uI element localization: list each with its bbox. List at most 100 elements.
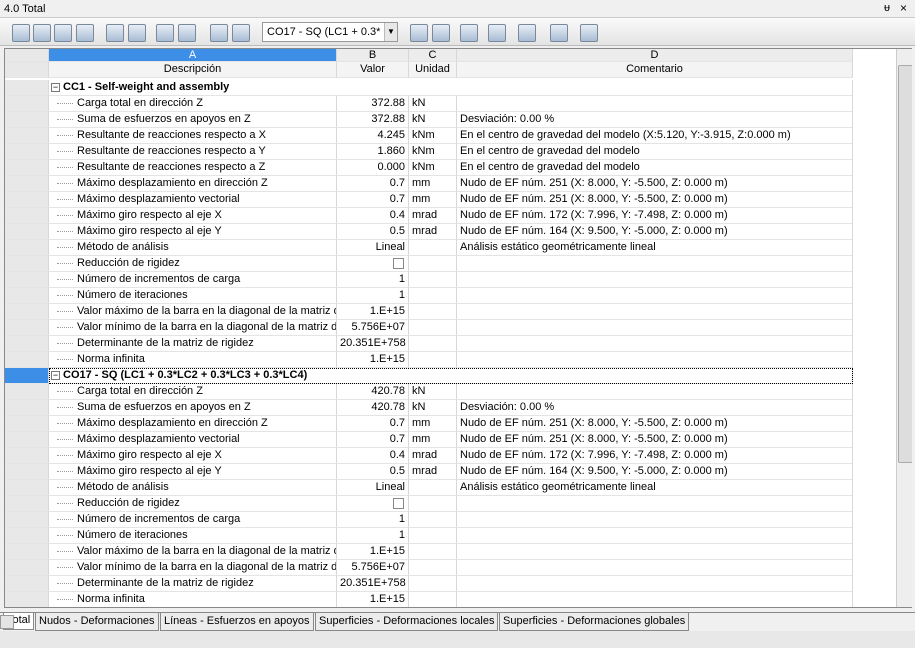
- checkbox[interactable]: [393, 498, 404, 509]
- description-cell: Máximo giro respecto al eje X: [49, 208, 337, 224]
- comment-cell: [457, 528, 853, 544]
- unit: mm: [412, 417, 431, 429]
- tree-line: [57, 151, 73, 152]
- value-cell: [337, 496, 409, 512]
- window-title: 4.0 Total: [4, 3, 46, 15]
- toolbar-button[interactable]: [106, 24, 124, 42]
- toolbar-button[interactable]: [232, 24, 250, 42]
- description-cell: Reducción de rigidez: [49, 496, 337, 512]
- tab-scroll-button[interactable]: [0, 615, 14, 629]
- value-cell: 1: [337, 528, 409, 544]
- pin-button[interactable]: ᵾ: [884, 2, 891, 14]
- tree-line: [57, 279, 73, 280]
- row-header: [5, 288, 49, 304]
- comment-cell: Nudo de EF núm. 251 (X: 8.000, Y: -5.500…: [457, 416, 853, 432]
- unit-cell: mrad: [409, 224, 457, 240]
- tab[interactable]: Nudos - Deformaciones: [35, 613, 159, 631]
- comment-cell: [457, 272, 853, 288]
- comment-cell: [457, 544, 853, 560]
- close-button[interactable]: ×: [900, 1, 908, 15]
- comment: Desviación: 0.00 %: [460, 113, 555, 125]
- row-header: [5, 560, 49, 576]
- row-header: [5, 208, 49, 224]
- description-cell: Resultante de reacciones respecto a Y: [49, 144, 337, 160]
- description: Determinante de la matriz de rigidez: [77, 337, 254, 349]
- group-row[interactable]: − CC1 - Self-weight and assembly: [49, 80, 853, 96]
- unit-cell: mrad: [409, 208, 457, 224]
- toolbar-button[interactable]: [518, 24, 536, 42]
- toolbar-button[interactable]: [178, 24, 196, 42]
- toolbar-button[interactable]: [488, 24, 506, 42]
- scrollbar[interactable]: [896, 49, 912, 607]
- unit-cell: [409, 352, 457, 368]
- tree-line: [57, 471, 73, 472]
- unit-cell: [409, 512, 457, 528]
- row-header: [5, 192, 49, 208]
- row-header: [5, 432, 49, 448]
- tab[interactable]: Líneas - Esfuerzos en apoyos: [160, 613, 314, 631]
- unit: kN: [412, 385, 426, 397]
- group-row[interactable]: − CO17 - SQ (LC1 + 0.3*LC2 + 0.3*LC3 + 0.…: [49, 368, 853, 384]
- unit-cell: mm: [409, 192, 457, 208]
- toolbar-button[interactable]: [76, 24, 94, 42]
- unit-cell: [409, 560, 457, 576]
- toolbar-button[interactable]: [156, 24, 174, 42]
- value: 1.E+15: [369, 593, 405, 605]
- comment-cell: Nudo de EF núm. 164 (X: 9.500, Y: -5.000…: [457, 464, 853, 480]
- unit-cell: kNm: [409, 160, 457, 176]
- toolbar-button[interactable]: [410, 24, 428, 42]
- toolbar-button[interactable]: [33, 24, 51, 42]
- tree-line: [57, 407, 73, 408]
- value: 420.78: [371, 401, 405, 413]
- value-cell: [337, 256, 409, 272]
- row-header: [5, 320, 49, 336]
- expand-box[interactable]: −: [51, 371, 60, 380]
- tree-line: [57, 327, 73, 328]
- unit-cell: [409, 240, 457, 256]
- toolbar-button[interactable]: [550, 24, 568, 42]
- toolbar-button[interactable]: [54, 24, 72, 42]
- tab-bar: Total Nudos - Deformaciones Líneas - Esfue…: [0, 612, 915, 631]
- unit: kNm: [412, 145, 435, 157]
- tab[interactable]: Superficies - Deformaciones locales: [315, 613, 499, 631]
- toolbar-button[interactable]: [210, 24, 228, 42]
- tab[interactable]: Superficies - Deformaciones globales: [499, 613, 690, 631]
- description: Máximo giro respecto al eje X: [77, 209, 222, 221]
- description: Resultante de reacciones respecto a Z: [77, 161, 266, 173]
- comment: Desviación: 0.00 %: [460, 401, 555, 413]
- toolbar-button[interactable]: [12, 24, 30, 42]
- description: Máximo desplazamiento en dirección Z: [77, 417, 268, 429]
- toolbar-button[interactable]: [460, 24, 478, 42]
- unit: kN: [412, 401, 426, 413]
- toolbar-button[interactable]: [580, 24, 598, 42]
- toolbar-button[interactable]: [128, 24, 146, 42]
- row-header: [5, 112, 49, 128]
- comment-cell: Desviación: 0.00 %: [457, 400, 853, 416]
- expand-box[interactable]: −: [51, 83, 60, 92]
- value-cell: 0.5: [337, 224, 409, 240]
- description: Reducción de rigidez: [77, 497, 180, 509]
- description-cell: Máximo giro respecto al eje X: [49, 448, 337, 464]
- checkbox[interactable]: [393, 258, 404, 269]
- description-cell: Máximo giro respecto al eje Y: [49, 464, 337, 480]
- combo-box[interactable]: CO17 - SQ (LC1 + 0.3* ▼: [262, 22, 398, 42]
- description-cell: Reducción de rigidez: [49, 256, 337, 272]
- comment-cell: [457, 496, 853, 512]
- toolbar-button[interactable]: [432, 24, 450, 42]
- tree-line: [57, 391, 73, 392]
- value-cell: 1.E+15: [337, 544, 409, 560]
- description: Método de análisis: [77, 241, 169, 253]
- value-cell: 1: [337, 288, 409, 304]
- unit-cell: [409, 272, 457, 288]
- tree-line: [57, 119, 73, 120]
- value: 1.E+15: [369, 545, 405, 557]
- description: Valor máximo de la barra en la diagonal …: [77, 545, 337, 557]
- value-cell: 1.E+15: [337, 304, 409, 320]
- description-cell: Valor mínimo de la barra en la diagonal …: [49, 320, 337, 336]
- unit-cell: [409, 304, 457, 320]
- description-cell: Suma de esfuerzos en apoyos en Z: [49, 400, 337, 416]
- comment-cell: Nudo de EF núm. 172 (X: 7.996, Y: -7.498…: [457, 208, 853, 224]
- value: 4.245: [377, 129, 405, 141]
- description: Carga total en dirección Z: [77, 97, 203, 109]
- value-cell: Lineal: [337, 240, 409, 256]
